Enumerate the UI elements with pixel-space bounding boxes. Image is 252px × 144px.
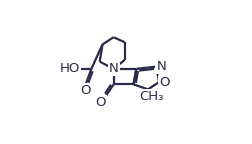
Text: N: N — [108, 62, 118, 75]
Text: N: N — [156, 60, 165, 73]
Text: CH₃: CH₃ — [139, 90, 163, 103]
Text: HO: HO — [60, 62, 80, 75]
Text: O: O — [159, 76, 169, 89]
Text: O: O — [95, 96, 105, 109]
Text: O: O — [80, 84, 91, 97]
